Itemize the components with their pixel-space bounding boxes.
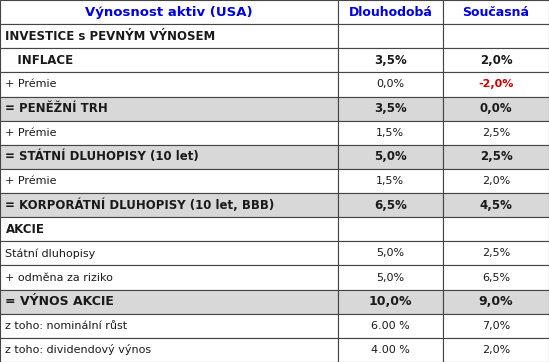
Bar <box>443 265 549 290</box>
Bar <box>443 145 549 169</box>
Text: INVESTICE s PEVNÝM VÝNOSEM: INVESTICE s PEVNÝM VÝNOSEM <box>5 30 216 43</box>
Bar <box>0 97 338 121</box>
Bar <box>338 0 443 24</box>
Text: 7,0%: 7,0% <box>482 321 510 331</box>
Bar <box>338 97 443 121</box>
Bar <box>443 97 549 121</box>
Bar <box>0 145 338 169</box>
Text: 4.00 %: 4.00 % <box>371 345 410 355</box>
Bar <box>443 48 549 72</box>
Bar <box>0 48 338 72</box>
Bar <box>443 24 549 48</box>
Text: + Prémie: + Prémie <box>5 80 57 89</box>
Text: 2,5%: 2,5% <box>480 150 512 163</box>
Text: = VÝNOS AKCIE: = VÝNOS AKCIE <box>5 295 114 308</box>
Bar <box>338 217 443 241</box>
Text: 1,5%: 1,5% <box>376 128 405 138</box>
Text: = KORPORÁTNÍ DLUHOPISY (10 let, BBB): = KORPORÁTNÍ DLUHOPISY (10 let, BBB) <box>5 198 274 212</box>
Bar <box>0 338 338 362</box>
Text: 2,0%: 2,0% <box>482 345 510 355</box>
Bar <box>0 314 338 338</box>
Bar <box>443 193 549 217</box>
Bar <box>443 241 549 265</box>
Text: 6,5%: 6,5% <box>482 273 510 282</box>
Text: Současná: Současná <box>462 5 530 18</box>
Bar <box>443 121 549 145</box>
Bar <box>0 169 338 193</box>
Bar <box>0 121 338 145</box>
Bar <box>338 24 443 48</box>
Bar <box>443 169 549 193</box>
Text: 2,0%: 2,0% <box>482 176 510 186</box>
Text: 9,0%: 9,0% <box>479 295 513 308</box>
Text: 3,5%: 3,5% <box>374 102 407 115</box>
Text: Dlouhodobá: Dlouhodobá <box>349 5 432 18</box>
Bar <box>443 290 549 314</box>
Bar <box>338 145 443 169</box>
Bar <box>443 314 549 338</box>
Text: INFLACE: INFLACE <box>5 54 74 67</box>
Text: 2,5%: 2,5% <box>482 248 510 258</box>
Bar <box>338 72 443 97</box>
Bar <box>338 121 443 145</box>
Bar <box>443 0 549 24</box>
Bar <box>338 241 443 265</box>
Bar <box>0 193 338 217</box>
Text: = PENĚŽNÍ TRH: = PENĚŽNÍ TRH <box>5 102 108 115</box>
Text: 10,0%: 10,0% <box>368 295 412 308</box>
Bar <box>338 338 443 362</box>
Bar <box>443 338 549 362</box>
Text: 1,5%: 1,5% <box>376 176 405 186</box>
Bar <box>338 193 443 217</box>
Text: 3,5%: 3,5% <box>374 54 407 67</box>
Text: Státní dluhopisy: Státní dluhopisy <box>5 248 96 259</box>
Text: + Prémie: + Prémie <box>5 176 57 186</box>
Text: 4,5%: 4,5% <box>480 199 512 212</box>
Bar <box>0 72 338 97</box>
Bar <box>0 0 338 24</box>
Bar <box>338 48 443 72</box>
Text: + Prémie: + Prémie <box>5 128 57 138</box>
Text: AKCIE: AKCIE <box>5 223 44 236</box>
Text: z toho: dividendový výnos: z toho: dividendový výnos <box>5 344 152 355</box>
Text: = STÁTNÍ DLUHOPISY (10 let): = STÁTNÍ DLUHOPISY (10 let) <box>5 150 199 163</box>
Bar <box>443 217 549 241</box>
Text: 6.00 %: 6.00 % <box>371 321 410 331</box>
Bar <box>0 217 338 241</box>
Text: 2,5%: 2,5% <box>482 128 510 138</box>
Text: 5,0%: 5,0% <box>376 248 405 258</box>
Bar <box>0 241 338 265</box>
Bar <box>338 265 443 290</box>
Text: 0,0%: 0,0% <box>376 80 405 89</box>
Text: 5,0%: 5,0% <box>374 150 407 163</box>
Bar <box>338 290 443 314</box>
Bar <box>338 169 443 193</box>
Text: + odměna za riziko: + odměna za riziko <box>5 273 113 282</box>
Bar <box>338 314 443 338</box>
Bar <box>0 290 338 314</box>
Text: 5,0%: 5,0% <box>376 273 405 282</box>
Bar <box>443 72 549 97</box>
Text: 0,0%: 0,0% <box>480 102 512 115</box>
Text: -2,0%: -2,0% <box>478 80 514 89</box>
Text: 2,0%: 2,0% <box>480 54 512 67</box>
Text: z toho: nominální růst: z toho: nominální růst <box>5 321 127 331</box>
Bar <box>0 24 338 48</box>
Text: 6,5%: 6,5% <box>374 199 407 212</box>
Bar <box>0 265 338 290</box>
Text: Výnosnost aktiv (USA): Výnosnost aktiv (USA) <box>85 5 253 18</box>
